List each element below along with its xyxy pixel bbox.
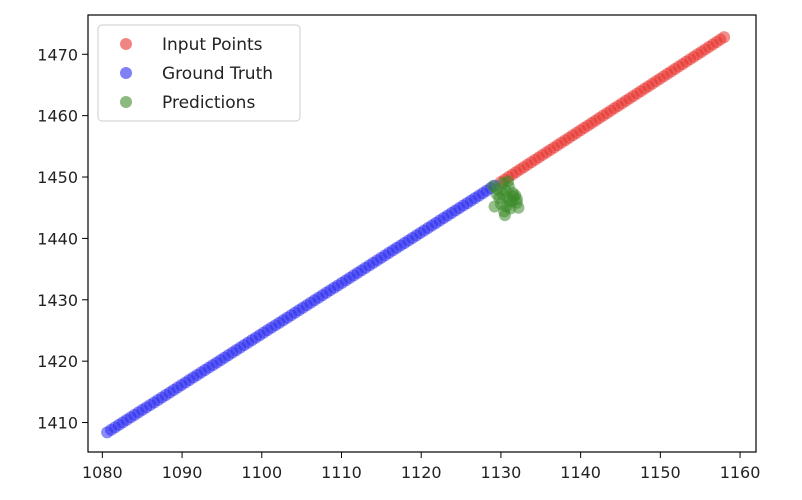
- legend-label-ground-truth: Ground Truth: [162, 64, 273, 84]
- x-tick-label: 1130: [481, 463, 522, 482]
- legend-marker-ground-truth: [120, 67, 132, 79]
- ticks-layer: 1080 1090 1100 1110 1120 1130 1140 1150 1160 1410…: [37, 45, 760, 482]
- x-tick-label: 1080: [82, 463, 123, 482]
- x-tick-label: 1160: [720, 463, 761, 482]
- legend: Input Points Ground Truth Predictions: [97, 24, 301, 122]
- legend-label-predictions: Predictions: [162, 93, 255, 113]
- y-tick-label: 1430: [37, 291, 78, 310]
- x-tick-label: 1110: [321, 463, 362, 482]
- legend-marker-input-points: [120, 38, 132, 50]
- legend-marker-predictions: [120, 96, 132, 108]
- predictions-point: [498, 209, 511, 222]
- legend-label-input-points: Input Points: [162, 35, 263, 55]
- x-tick-label: 1090: [162, 463, 203, 482]
- y-tick-label: 1410: [37, 414, 78, 433]
- x-tick-label: 1140: [560, 463, 601, 482]
- x-tick-label: 1120: [401, 463, 442, 482]
- input-points-point: [718, 31, 731, 44]
- predictions-point: [512, 201, 525, 214]
- x-tick-label: 1150: [640, 463, 681, 482]
- y-tick-label: 1420: [37, 352, 78, 371]
- y-tick-label: 1460: [37, 107, 78, 126]
- x-tick-label: 1100: [241, 463, 282, 482]
- predictions-point: [490, 188, 503, 201]
- y-tick-label: 1470: [37, 45, 78, 64]
- predictions-point: [509, 189, 522, 202]
- legend-box: [97, 24, 301, 122]
- y-tick-label: 1450: [37, 168, 78, 187]
- y-tick-label: 1440: [37, 229, 78, 248]
- plot-frame: [87, 14, 757, 453]
- predictions-point: [502, 175, 515, 188]
- points-layer: [101, 31, 731, 439]
